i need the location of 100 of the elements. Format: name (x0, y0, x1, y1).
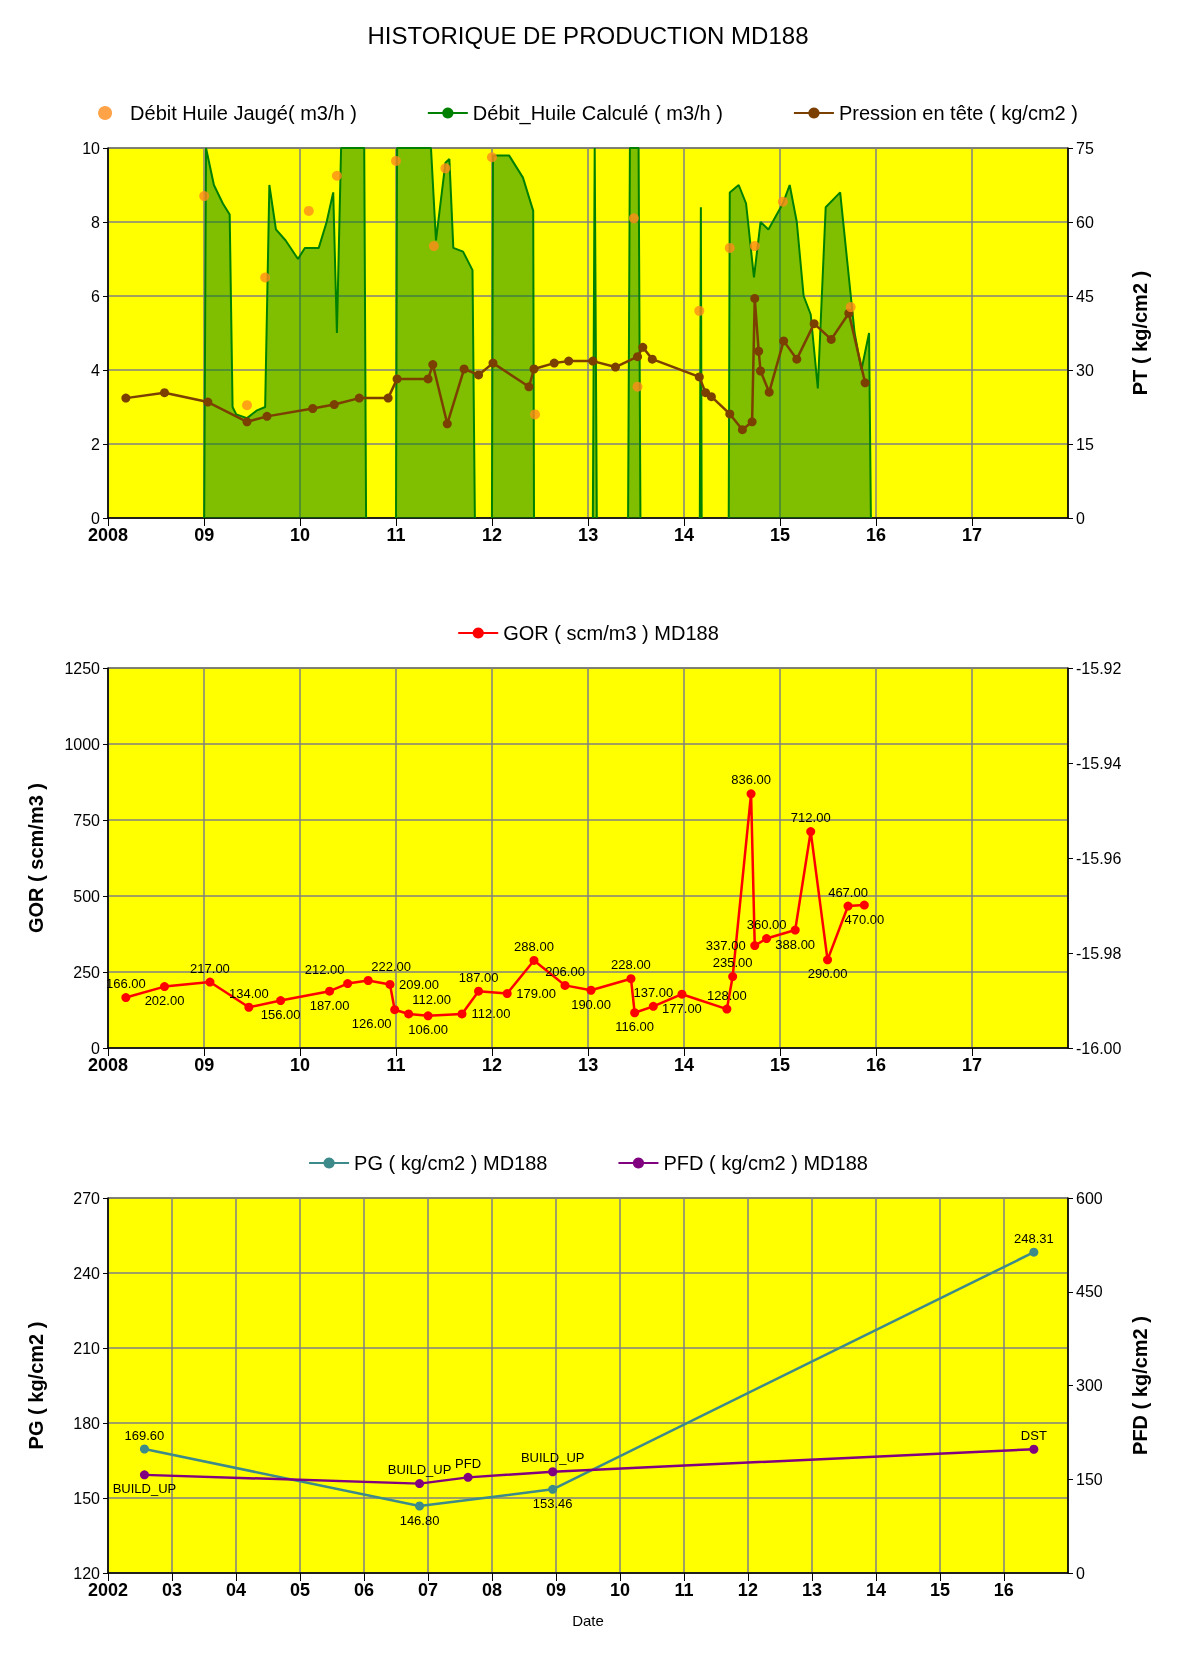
y-tick-label: 0 (91, 1039, 101, 1057)
point (677, 989, 687, 999)
point (199, 191, 210, 202)
x-tick-label: 17 (962, 525, 983, 545)
y-tick-label: 6 (91, 287, 101, 305)
y-tick-label: 0 (91, 509, 101, 527)
x-tick-label: 10 (290, 525, 311, 545)
data-label: 112.00 (471, 1006, 511, 1022)
x-tick-label: 10 (290, 1055, 311, 1075)
point (724, 242, 735, 253)
point (1029, 1444, 1039, 1454)
point (121, 393, 131, 403)
point (706, 392, 716, 402)
point (843, 901, 853, 911)
point (474, 370, 484, 380)
y2-tick-label: 60 (1076, 213, 1094, 231)
point (303, 205, 314, 216)
y-axis-title: GOR ( scm/m3 ) (25, 782, 47, 934)
data-label: 209.00 (399, 976, 439, 992)
data-label: 202.00 (144, 993, 185, 1009)
point (404, 1009, 414, 1019)
point (415, 1501, 425, 1511)
point (385, 979, 395, 989)
point (628, 213, 639, 224)
data-label: 106.00 (408, 1022, 448, 1038)
y-tick-label: 1000 (64, 735, 101, 753)
point (549, 358, 559, 368)
point (160, 388, 169, 398)
point (203, 397, 213, 407)
point (845, 302, 856, 313)
point (529, 955, 539, 965)
y-tick-label: 150 (73, 1489, 101, 1507)
point (860, 378, 870, 388)
point (728, 972, 738, 982)
x-tick-label: 15 (929, 1580, 950, 1600)
point (354, 393, 364, 403)
y-tick-label: 8 (91, 213, 101, 231)
legend-label: Débit Huile Jaugé( m3/h ) (130, 102, 357, 124)
x-tick-label: 14 (674, 525, 695, 545)
x-tick-label: 12 (481, 525, 502, 545)
y-tick-label: 500 (73, 887, 101, 905)
x-tick-label: 06 (353, 1580, 374, 1600)
point (859, 900, 869, 910)
point (329, 400, 339, 410)
data-label: 836.00 (731, 772, 771, 788)
data-label: 187.00 (309, 997, 350, 1013)
point (823, 955, 833, 965)
point (260, 272, 271, 283)
y2-axis-title: PT ( kg/cm2 ) (1129, 270, 1151, 396)
point (440, 163, 451, 174)
data-label: 177.00 (662, 1000, 702, 1016)
y2-tick-label: 300 (1076, 1377, 1103, 1394)
point (390, 1005, 400, 1015)
point (121, 993, 131, 1003)
y-axis-title: PG ( kg/cm2 ) (25, 1321, 47, 1450)
x-tick-label: 15 (769, 525, 790, 545)
point (392, 374, 402, 384)
x-tick-label: 2008 (87, 525, 129, 545)
x-tick-label: 11 (386, 525, 406, 545)
data-label: 212.00 (304, 962, 345, 978)
point (632, 381, 643, 392)
data-label: 248.31 (1013, 1230, 1054, 1246)
y-tick-label: 180 (73, 1414, 101, 1432)
y-tick-label: 240 (73, 1264, 101, 1282)
data-label: 156.00 (260, 1007, 301, 1023)
point (423, 1011, 433, 1021)
y-tick-label: 1250 (64, 659, 101, 677)
point (564, 356, 574, 366)
point (242, 417, 252, 427)
point (638, 342, 648, 352)
point (276, 996, 286, 1006)
data-label: 146.80 (399, 1512, 440, 1528)
point (486, 152, 497, 163)
point (792, 354, 802, 364)
point (560, 980, 570, 990)
y2-tick-label: -15.98 (1076, 944, 1122, 962)
data-label: 222.00 (371, 959, 412, 975)
point (415, 1479, 425, 1489)
x-tick-label: 11 (674, 1580, 694, 1600)
y2-tick-label: 75 (1076, 139, 1094, 157)
y-tick-label: 210 (73, 1339, 101, 1357)
point (701, 388, 711, 398)
point (391, 155, 402, 166)
point (826, 334, 836, 344)
point (764, 387, 774, 397)
point (139, 1444, 149, 1454)
point (242, 400, 253, 411)
x-tick-label: 16 (865, 525, 886, 545)
data-label: 126.00 (351, 1016, 392, 1032)
y2-tick-label: -16.00 (1076, 1039, 1122, 1057)
point (586, 985, 596, 995)
x-tick-label: 12 (481, 1055, 502, 1075)
y2-tick-label: -15.94 (1076, 754, 1122, 772)
point (754, 346, 764, 356)
point (548, 1467, 558, 1477)
y2-tick-label: 45 (1076, 287, 1094, 305)
legend-label: Pression en tête ( kg/cm2 ) (838, 102, 1078, 124)
y2-tick-label: 150 (1076, 1470, 1103, 1488)
y2-tick-label: 0 (1076, 1564, 1085, 1582)
point (737, 425, 747, 435)
